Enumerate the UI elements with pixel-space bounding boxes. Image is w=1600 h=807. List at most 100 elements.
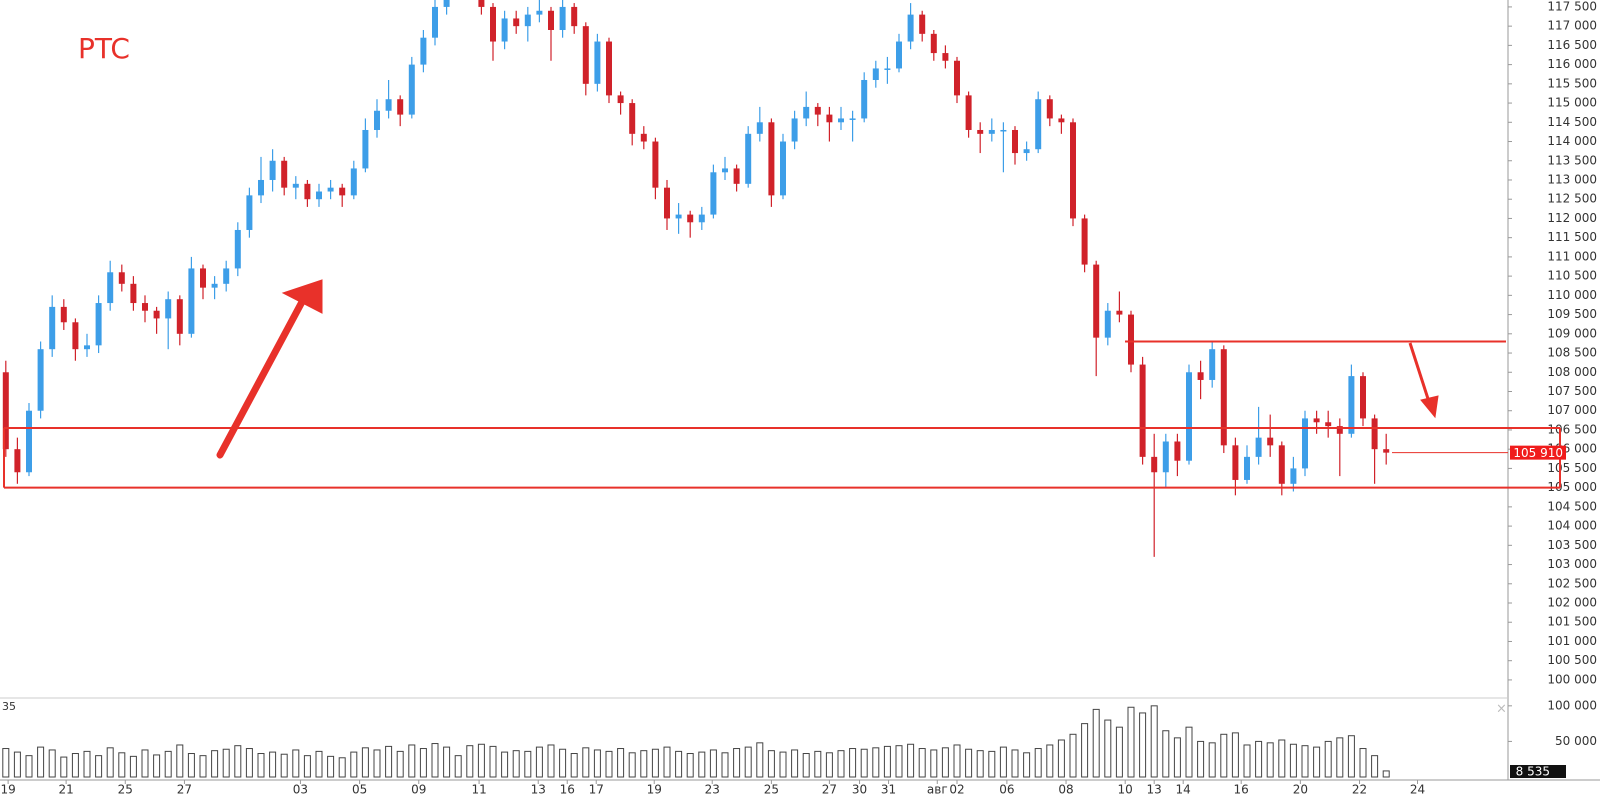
candle-body (211, 283, 218, 288)
x-tick-label: 16 (560, 783, 575, 797)
x-tick-label: 19 (0, 783, 15, 797)
y-tick-label: 115 000 (1547, 96, 1597, 110)
volume-bar (918, 748, 926, 778)
candle-body (722, 168, 728, 173)
x-tick-label: 14 (1176, 783, 1191, 797)
candle-body (629, 103, 636, 134)
volume-bar (582, 747, 590, 778)
x-tick-label: 25 (764, 783, 779, 797)
y-tick-label: 114 000 (1547, 134, 1597, 148)
y-tick-label: 116 500 (1547, 38, 1597, 52)
candle-body (524, 14, 531, 27)
volume-bar (941, 747, 949, 778)
candle-body (385, 99, 392, 111)
candle-body (1139, 364, 1146, 457)
volume-bar (1220, 733, 1228, 778)
candle-body (1012, 129, 1018, 154)
candle-body (420, 37, 427, 65)
y-tick-label: 102 500 (1547, 576, 1597, 590)
candle-body (1278, 445, 1285, 484)
candle-body (1244, 456, 1250, 480)
candle-body (188, 268, 195, 334)
candle-body (223, 268, 230, 284)
candle-body (339, 187, 346, 196)
volume-bar (431, 743, 439, 778)
volume-bar (118, 752, 126, 778)
candle-body (675, 214, 682, 219)
candle-body (26, 410, 32, 473)
volume-bar (1347, 735, 1355, 778)
y-tick-label: 104 500 (1547, 499, 1597, 513)
y-tick-label: 100 000 (1547, 672, 1597, 686)
volume-bar (1046, 744, 1054, 778)
candle-body (176, 299, 183, 334)
x-tick-label: 27 (822, 783, 837, 797)
volume-bar (489, 745, 497, 778)
x-tick-label: 06 (999, 783, 1014, 797)
volume-bar (361, 747, 369, 778)
volume-bar (129, 755, 137, 778)
candle-body (780, 141, 786, 196)
candle-body (942, 53, 949, 61)
y-tick-label: 113 500 (1547, 153, 1597, 167)
volume-bar (640, 750, 648, 778)
volume-bar (1127, 706, 1135, 778)
volume-bar (988, 750, 996, 778)
candle-body (95, 303, 102, 346)
volume-bar (895, 745, 903, 778)
volume-bar (686, 753, 694, 778)
candle-body (432, 6, 438, 38)
chart-title: PTC (78, 32, 130, 65)
candle-body (14, 449, 21, 473)
volume-bar (1266, 742, 1274, 778)
candle-body (408, 64, 415, 115)
volume-bar (1115, 726, 1123, 778)
volume-bar (837, 750, 845, 778)
volume-bar (1324, 740, 1332, 778)
volume-bar (466, 745, 474, 778)
volume-bar (13, 751, 21, 778)
x-tick-label: 16 (1234, 783, 1249, 797)
volume-bar (1139, 712, 1147, 778)
volume-bar (257, 753, 265, 778)
volume-bar (280, 753, 288, 778)
candle-body (49, 306, 56, 350)
y-tick-label: 117 000 (1547, 19, 1597, 33)
volume-bar (153, 754, 161, 778)
volume-bar (524, 750, 532, 778)
candle-body (107, 272, 114, 304)
y-tick-label: 100 500 (1547, 653, 1597, 667)
candle-body (153, 310, 160, 319)
volume-bar (872, 747, 880, 778)
candle-body (1162, 441, 1169, 473)
candle-body (478, 0, 485, 7)
y-tick-label: 106 500 (1547, 422, 1597, 436)
volume-bar (1231, 732, 1239, 778)
y-tick-label: 115 500 (1547, 76, 1597, 90)
volume-bar (512, 750, 520, 778)
candle-body (1093, 264, 1100, 338)
candle-body (872, 68, 879, 80)
x-tick-label: 17 (589, 783, 604, 797)
volume-bar (1371, 755, 1379, 778)
volume-bar (965, 748, 973, 778)
candle-body (258, 179, 264, 196)
volume-bar (454, 755, 462, 778)
candle-body (130, 283, 137, 304)
close-icon[interactable]: × (1496, 702, 1507, 717)
y-tick-label: 110 500 (1547, 269, 1597, 283)
x-tick-label: 27 (177, 783, 192, 797)
candle-body (362, 129, 369, 169)
candle-body (954, 60, 960, 96)
volume-bar (1173, 737, 1181, 778)
volume-bar (1023, 752, 1031, 778)
candle-body (756, 122, 763, 134)
volume-bar (860, 748, 868, 778)
volume-bar (559, 748, 567, 778)
volume-bar (477, 743, 485, 778)
y-tick-label: 108 500 (1547, 346, 1597, 360)
volume-bar (605, 750, 613, 778)
candle-body (838, 118, 844, 123)
last-price-tag (1510, 445, 1566, 460)
candle-body (617, 95, 624, 104)
